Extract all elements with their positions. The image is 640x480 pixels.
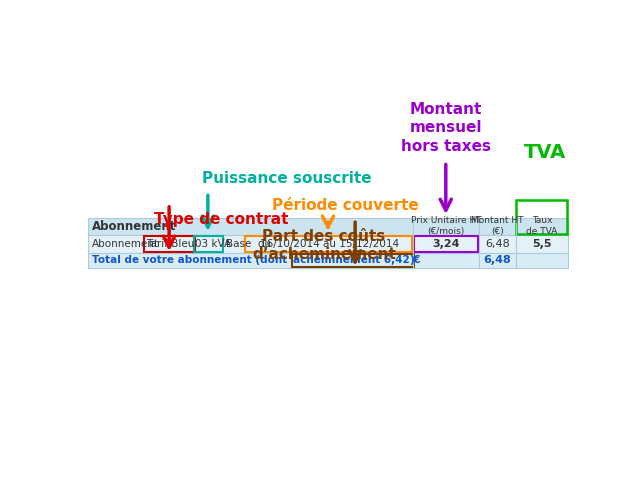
Text: Abonnement: Abonnement <box>92 220 176 233</box>
Text: Puissance souscrite: Puissance souscrite <box>202 171 372 186</box>
Bar <box>414 236 478 252</box>
Text: Type de contrat: Type de contrat <box>154 212 288 227</box>
Bar <box>88 235 568 253</box>
Text: 16/10/2014 au 15/12/2014: 16/10/2014 au 15/12/2014 <box>260 239 399 249</box>
Text: Période couverte: Période couverte <box>272 198 419 213</box>
Text: Taux
de TVA: Taux de TVA <box>526 216 557 236</box>
Text: 5,5: 5,5 <box>532 239 552 249</box>
Text: 3,24: 3,24 <box>433 239 460 249</box>
Bar <box>194 236 223 252</box>
Text: Total de votre abonnement (dont: Total de votre abonnement (dont <box>92 255 291 265</box>
Bar <box>88 253 568 268</box>
Text: Montant HT
(€): Montant HT (€) <box>471 216 524 236</box>
Text: Base  du: Base du <box>226 239 271 249</box>
Bar <box>245 236 412 252</box>
Bar <box>88 218 568 235</box>
Text: Part des coûts
d’acheminement: Part des coûts d’acheminement <box>252 228 396 262</box>
Text: 6,48: 6,48 <box>485 239 509 249</box>
Text: 6,48: 6,48 <box>483 255 511 265</box>
Text: Prix Unitaire HT
(€/mois): Prix Unitaire HT (€/mois) <box>411 216 481 236</box>
Bar <box>292 254 414 267</box>
Text: 03 kVA: 03 kVA <box>195 239 232 249</box>
Bar <box>145 236 195 252</box>
Text: Abonnement: Abonnement <box>92 239 159 249</box>
Text: ): ) <box>410 255 414 265</box>
Text: Tarif Bleu: Tarif Bleu <box>146 239 195 249</box>
Text: acheminement 6,42 €: acheminement 6,42 € <box>293 255 420 265</box>
Text: TVA: TVA <box>524 143 566 162</box>
Bar <box>516 201 566 234</box>
Text: Montant
mensuel
hors taxes: Montant mensuel hors taxes <box>401 102 491 154</box>
